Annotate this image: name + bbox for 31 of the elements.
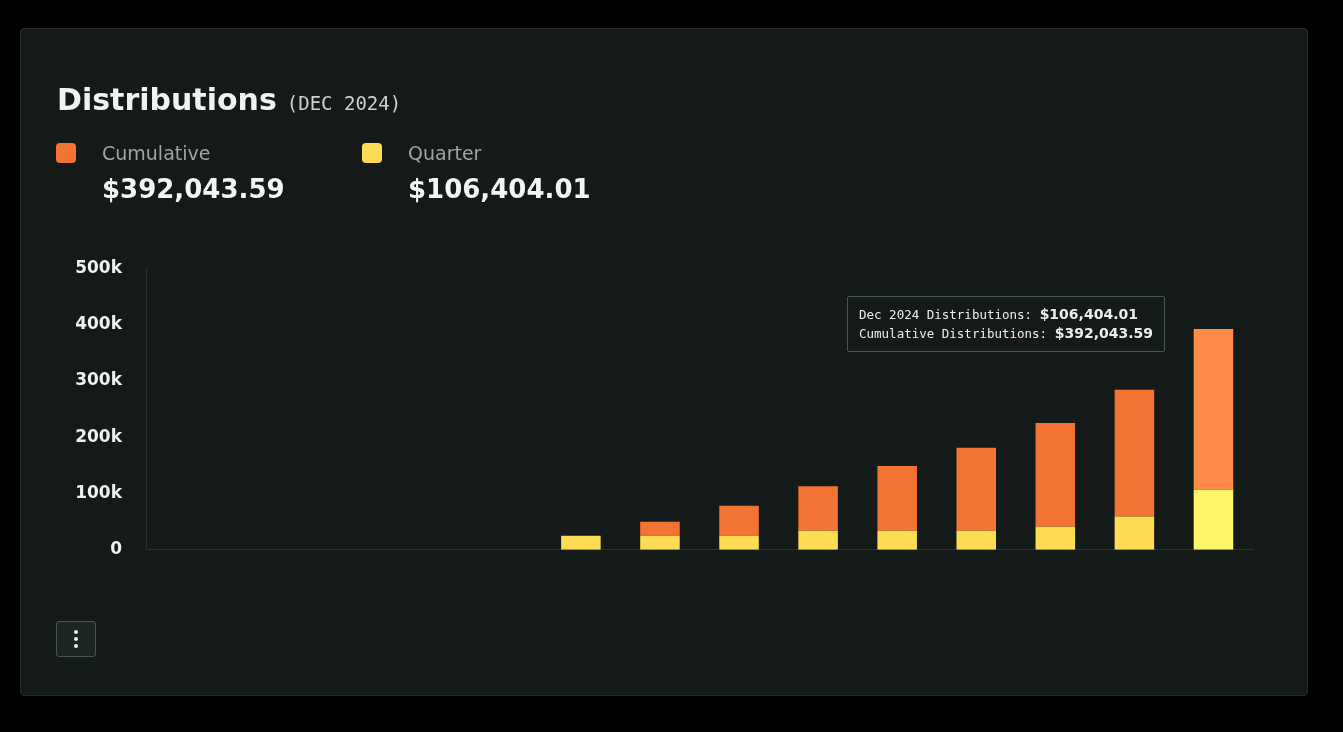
bar <box>1114 389 1155 517</box>
annotation: Cumulative Distributions: $392,043.59 <box>859 325 1153 341</box>
bar <box>798 530 838 550</box>
y-tick-label: 500k <box>75 256 123 277</box>
bar <box>719 505 759 536</box>
legend-label: Quarter <box>408 142 482 164</box>
text: $106,404.01 <box>408 174 591 204</box>
bar <box>561 535 601 550</box>
bar <box>640 521 680 536</box>
bar <box>1035 423 1076 527</box>
bar <box>798 486 838 531</box>
y-tick-label: 0 <box>110 538 123 559</box>
bar <box>1035 526 1076 550</box>
bar <box>1193 329 1234 490</box>
bar <box>1193 489 1234 550</box>
annotation: Dec 2024 Distributions: $106,404.01 <box>859 306 1138 322</box>
bar <box>1114 516 1155 550</box>
chart-title: Distributions <box>57 82 277 117</box>
legend-label: Cumulative <box>102 142 211 164</box>
y-tick-label: 400k <box>75 312 123 333</box>
y-tick-label: 100k <box>75 481 123 502</box>
bar <box>640 535 680 550</box>
y-tick-label: 300k <box>75 369 123 390</box>
bar <box>719 535 759 550</box>
bar <box>877 465 917 531</box>
bar <box>956 447 997 531</box>
bar <box>877 530 917 550</box>
bar <box>956 530 997 550</box>
text: $392,043.59 <box>102 174 285 204</box>
chart-subtitle: (DEC 2024) <box>286 92 402 114</box>
y-tick-label: 200k <box>75 425 123 446</box>
